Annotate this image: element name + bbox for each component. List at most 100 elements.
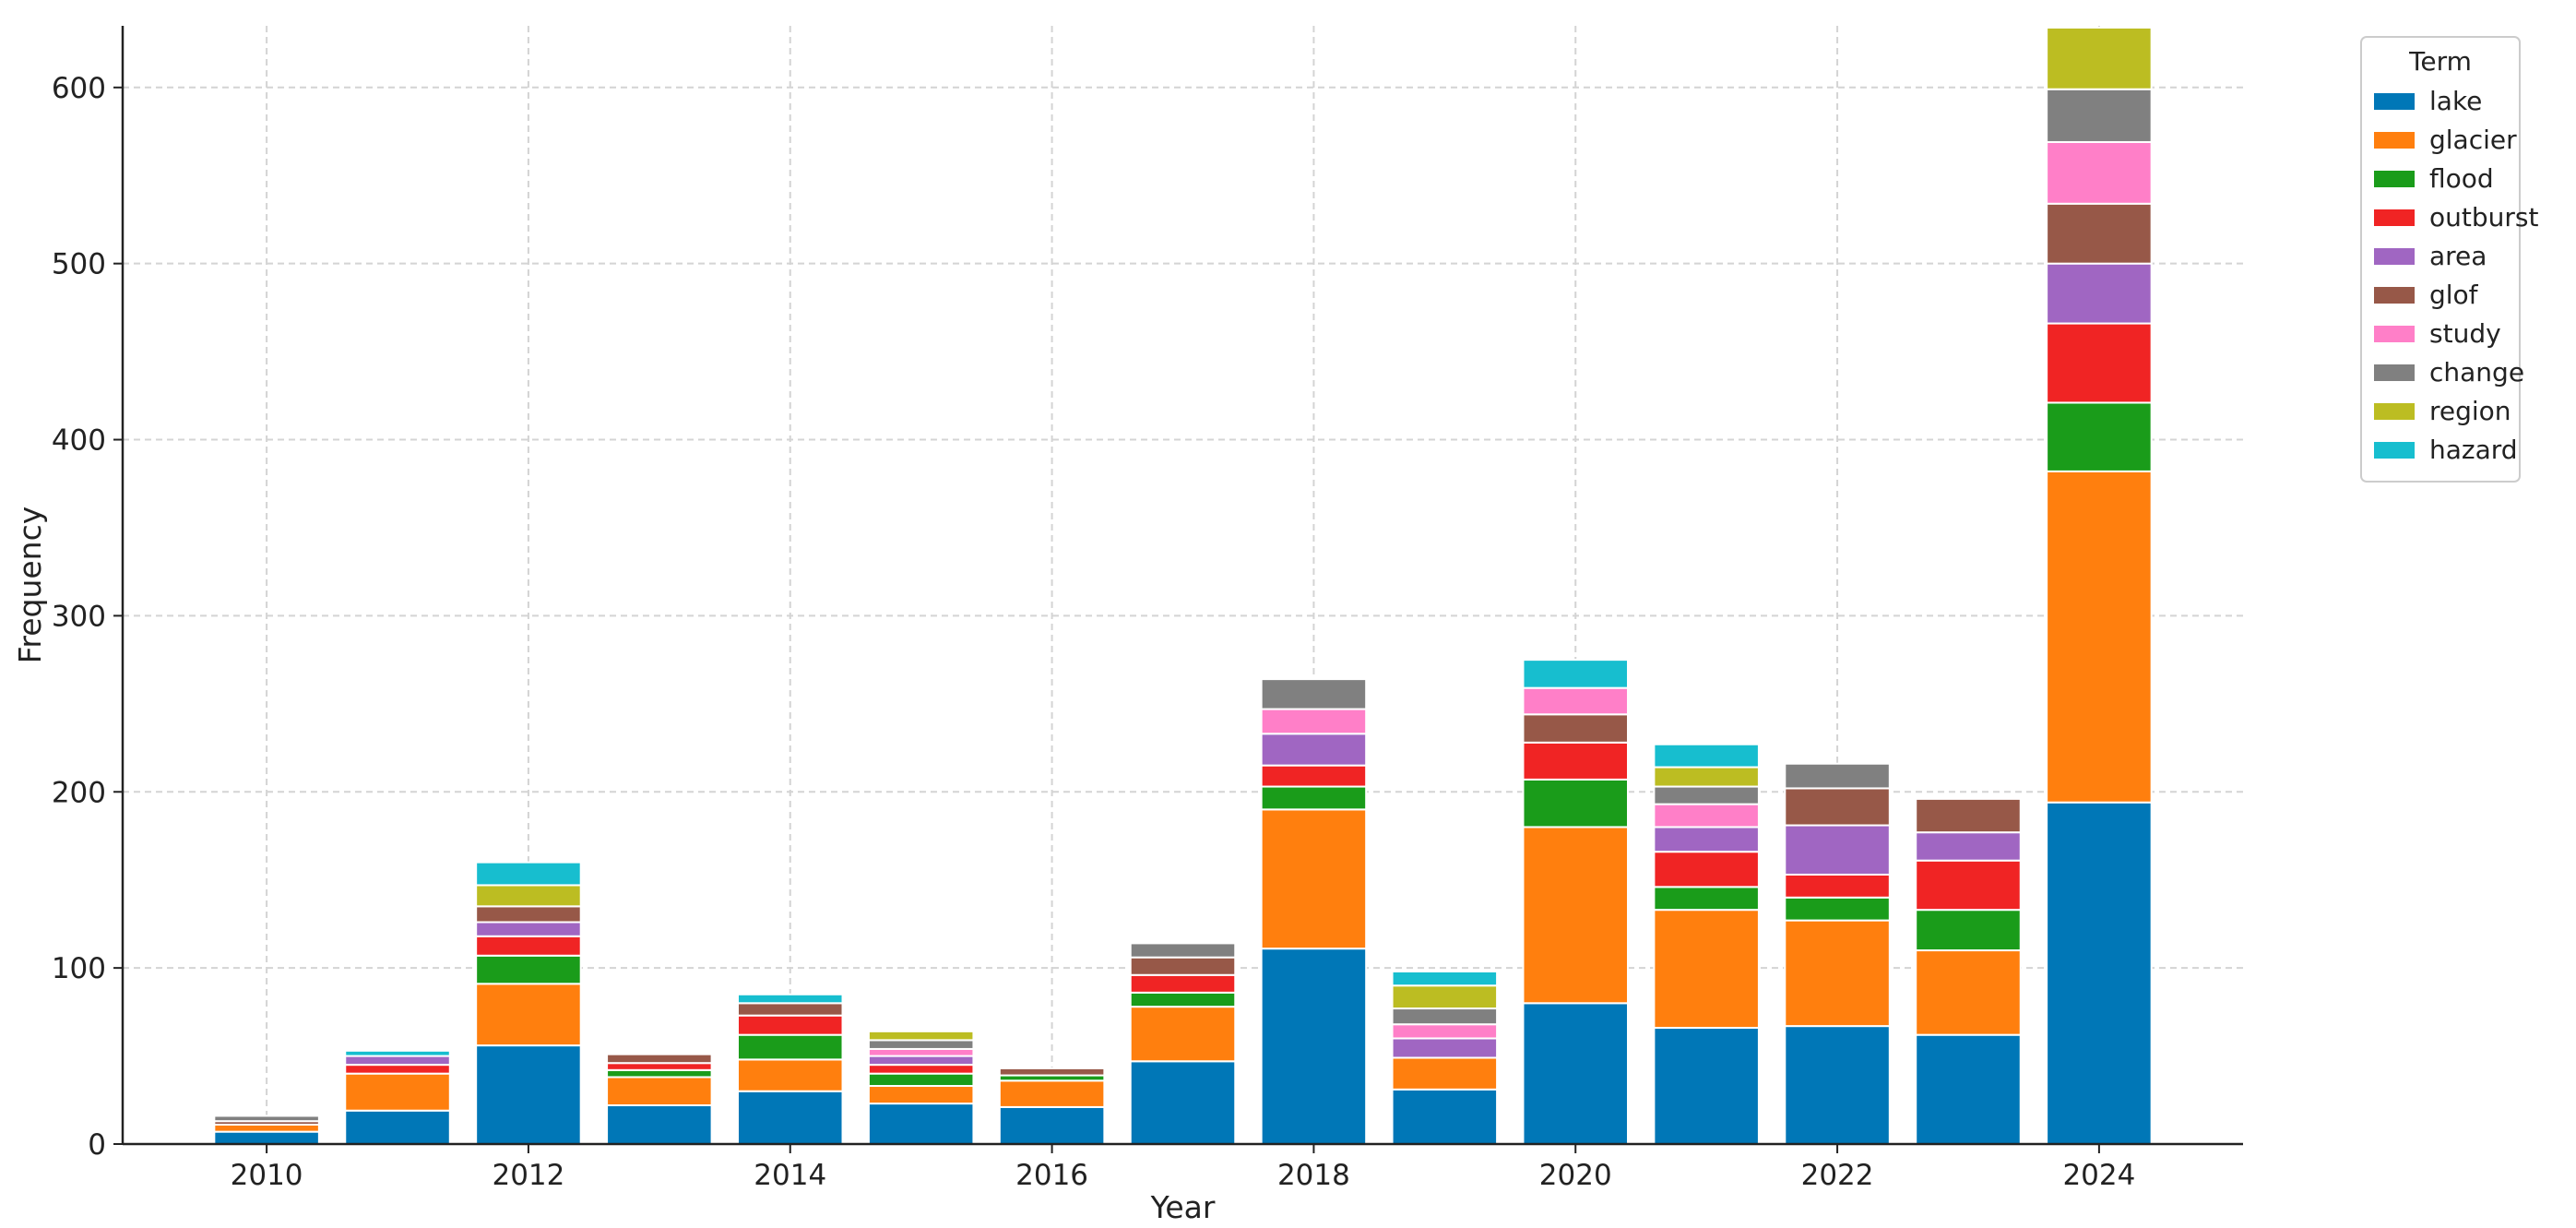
x-tick-label-2014: 2014 — [754, 1159, 826, 1192]
bar-change-2015 — [867, 1039, 975, 1050]
bar-region-2019 — [1391, 984, 1499, 1010]
bar-hazard-2020 — [1522, 659, 1630, 689]
bar-glacier-2023 — [1915, 949, 2022, 1036]
bar-hazard-2014 — [736, 993, 844, 1005]
bar-lake-2024 — [2046, 801, 2153, 1145]
bar-glacier-2018 — [1260, 808, 1368, 950]
bar-flood-2018 — [1260, 785, 1368, 811]
bar-region-2012 — [475, 884, 582, 908]
bar-glof-2012 — [475, 905, 582, 924]
legend-label-region: region — [2429, 396, 2511, 426]
bar-outburst-2017 — [1129, 973, 1237, 994]
y-tick-label-600: 600 — [52, 72, 106, 105]
bar-glacier-2010 — [213, 1124, 320, 1133]
bar-change-2018 — [1260, 678, 1368, 710]
bar-glacier-2015 — [867, 1085, 975, 1105]
bar-lake-2019 — [1391, 1088, 1499, 1146]
x-tick-label-2010: 2010 — [231, 1159, 303, 1192]
bar-glacier-2013 — [606, 1076, 713, 1107]
x-tick-label-2018: 2018 — [1277, 1159, 1350, 1192]
legend-label-study: study — [2429, 318, 2501, 349]
legend-title: Term — [2408, 46, 2472, 77]
bar-flood-2012 — [475, 954, 582, 985]
bar-change-2010 — [213, 1115, 320, 1123]
bar-glof-2014 — [736, 1002, 844, 1017]
bar-flood-2020 — [1522, 778, 1630, 829]
bar-area-2015 — [867, 1055, 975, 1067]
bar-lake-2017 — [1129, 1060, 1237, 1146]
bar-lake-2012 — [475, 1044, 582, 1146]
bar-outburst-2020 — [1522, 741, 1630, 781]
bar-change-2019 — [1391, 1007, 1499, 1026]
bar-outburst-2022 — [1784, 873, 1891, 899]
bar-flood-2023 — [1915, 909, 2022, 952]
x-tick-label-2024: 2024 — [2062, 1159, 2135, 1192]
bar-outburst-2011 — [344, 1064, 451, 1075]
bar-outburst-2014 — [736, 1014, 844, 1036]
bar-glof-2017 — [1129, 956, 1237, 976]
legend-label-change: change — [2429, 357, 2524, 387]
bar-outburst-2015 — [867, 1064, 975, 1075]
legend-label-hazard: hazard — [2429, 435, 2518, 465]
bar-region-2024 — [2046, 26, 2153, 90]
bar-area-2018 — [1260, 733, 1368, 767]
y-tick-label-400: 400 — [52, 424, 106, 458]
legend-swatch-change — [2374, 364, 2415, 381]
bar-flood-2015 — [867, 1072, 975, 1088]
legend-items: lake glacier flood outburst area glof study cha… — [2374, 86, 2538, 465]
bar-lake-2010 — [213, 1130, 320, 1146]
bar-area-2022 — [1784, 824, 1891, 876]
legend-swatch-study — [2374, 326, 2415, 342]
bar-study-2024 — [2046, 140, 2153, 205]
bar-glof-2024 — [2046, 202, 2153, 265]
y-tick-label-200: 200 — [52, 776, 106, 809]
bar-glacier-2014 — [736, 1058, 844, 1092]
bar-study-2019 — [1391, 1023, 1499, 1040]
bar-glacier-2017 — [1129, 1006, 1237, 1063]
bar-area-2012 — [475, 921, 582, 937]
y-axis-title: Frequency — [12, 507, 48, 663]
x-tick-label-2012: 2012 — [492, 1159, 564, 1192]
bar-glacier-2024 — [2046, 470, 2153, 804]
bar-flood-2013 — [606, 1068, 713, 1079]
legend-swatch-hazard — [2374, 442, 2415, 459]
bars-layer — [213, 26, 2153, 1146]
bar-area-2021 — [1653, 826, 1760, 853]
legend-label-lake: lake — [2429, 86, 2482, 116]
legend-label-area: area — [2429, 241, 2487, 271]
legend-swatch-outburst — [2374, 209, 2415, 226]
y-tick-label-100: 100 — [52, 952, 106, 985]
x-tick-label-2016: 2016 — [1015, 1159, 1088, 1192]
bar-glacier-2012 — [475, 983, 582, 1047]
legend-label-glof: glof — [2429, 280, 2479, 310]
bar-study-2021 — [1653, 803, 1760, 829]
bar-outburst-2018 — [1260, 764, 1368, 788]
bar-study-2018 — [1260, 708, 1368, 735]
bar-change-2024 — [2046, 88, 2153, 143]
bar-glof-2013 — [606, 1053, 713, 1065]
legend-swatch-glof — [2374, 287, 2415, 304]
x-tick-label-2020: 2020 — [1539, 1159, 1612, 1192]
bar-hazard-2019 — [1391, 970, 1499, 987]
bar-glacier-2016 — [998, 1079, 1106, 1108]
bar-lake-2011 — [344, 1109, 451, 1146]
bar-lake-2023 — [1915, 1033, 2022, 1145]
bar-glacier-2020 — [1522, 826, 1630, 1005]
bar-glof-2016 — [998, 1067, 1106, 1077]
bar-change-2021 — [1653, 785, 1760, 805]
y-tick-label-500: 500 — [52, 248, 106, 281]
bar-flood-2017 — [1129, 991, 1237, 1008]
legend-swatch-region — [2374, 403, 2415, 420]
bar-glof-2022 — [1784, 787, 1891, 827]
bar-glacier-2021 — [1653, 909, 1760, 1030]
bar-area-2019 — [1391, 1037, 1499, 1059]
bar-area-2023 — [1915, 831, 2022, 862]
bar-hazard-2021 — [1653, 743, 1760, 769]
bar-glacier-2019 — [1391, 1056, 1499, 1091]
x-tick-label-2022: 2022 — [1801, 1159, 1874, 1192]
bar-outburst-2023 — [1915, 859, 2022, 912]
bar-lake-2021 — [1653, 1027, 1760, 1145]
legend-label-flood: flood — [2429, 163, 2494, 194]
bar-flood-2022 — [1784, 896, 1891, 922]
